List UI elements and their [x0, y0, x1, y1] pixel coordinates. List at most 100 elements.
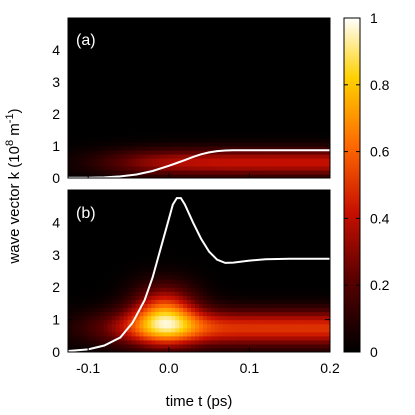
- heatmap-cell: [139, 230, 145, 236]
- heatmap-cell: [199, 38, 204, 43]
- heatmap-cell: [246, 214, 252, 219]
- heatmap-cell: [290, 134, 295, 139]
- heatmap-cell: [143, 118, 148, 123]
- heatmap-cell: [107, 230, 113, 236]
- heatmap-cell: [183, 234, 188, 240]
- heatmap-cell: [278, 70, 283, 75]
- heatmap-cell: [230, 154, 236, 159]
- heatmap-cell: [195, 106, 200, 111]
- heatmap-cell: [103, 202, 109, 207]
- heatmap-cell: [139, 226, 145, 232]
- heatmap-cell: [286, 343, 291, 349]
- heatmap-cell: [274, 210, 279, 215]
- heatmap-cell: [282, 82, 287, 87]
- heatmap-cell: [246, 46, 252, 51]
- heatmap-cell: [266, 347, 272, 352]
- heatmap-cell: [294, 18, 299, 23]
- heatmap-cell: [127, 102, 133, 107]
- heatmap-cell: [298, 343, 303, 349]
- heatmap-cell: [179, 98, 184, 103]
- heatmap-cell: [254, 90, 260, 95]
- heatmap-cell: [159, 106, 164, 111]
- heatmap-cell: [119, 190, 125, 195]
- heatmap-cell: [115, 150, 121, 155]
- heatmap-cell: [242, 122, 248, 127]
- heatmap-cell: [183, 295, 188, 300]
- heatmap-cell: [68, 206, 73, 211]
- heatmap-cell: [254, 54, 260, 59]
- heatmap-cell: [278, 114, 283, 119]
- heatmap-cell: [107, 110, 113, 115]
- heatmap-cell: [111, 146, 117, 151]
- heatmap-cell: [226, 266, 232, 272]
- heatmap-cell: [195, 134, 200, 139]
- heatmap-cell: [286, 22, 291, 27]
- heatmap-cell: [226, 214, 232, 219]
- heatmap-cell: [246, 98, 252, 103]
- heatmap-cell: [250, 266, 256, 272]
- heatmap-cell: [278, 250, 283, 256]
- heatmap-cell: [262, 150, 268, 155]
- heatmap-cell: [306, 50, 311, 55]
- heatmap-cell: [167, 194, 172, 199]
- heatmap-cell: [151, 30, 156, 35]
- heatmap-cell: [195, 102, 200, 107]
- heatmap-cell: [187, 142, 192, 147]
- heatmap-cell: [147, 102, 152, 107]
- heatmap-cell: [302, 122, 307, 127]
- heatmap-cell: [195, 46, 200, 51]
- heatmap-cell: [262, 218, 268, 223]
- heatmap-cell: [139, 170, 145, 175]
- heatmap-cell: [230, 319, 236, 325]
- heatmap-cell: [246, 58, 252, 63]
- heatmap-cell: [127, 331, 133, 337]
- heatmap-cell: [282, 18, 287, 23]
- heatmap-cell: [175, 62, 180, 67]
- heatmap-cell: [246, 62, 252, 67]
- heatmap-cell: [95, 98, 101, 103]
- heatmap-cell: [191, 174, 196, 178]
- heatmap-cell: [191, 50, 196, 55]
- heatmap-cell: [107, 78, 113, 83]
- heatmap-cell: [270, 327, 276, 333]
- heatmap-cell: [147, 287, 152, 292]
- heatmap-cell: [210, 246, 216, 252]
- heatmap-cell: [298, 110, 303, 115]
- heatmap-cell: [171, 226, 176, 232]
- heatmap-cell: [246, 134, 252, 139]
- heatmap-cell: [91, 66, 97, 71]
- heatmap-cell: [195, 90, 200, 95]
- heatmap-cell: [87, 34, 93, 39]
- heatmap-cell: [87, 134, 93, 139]
- heatmap-cell: [310, 130, 315, 135]
- heatmap-cell: [286, 234, 291, 240]
- heatmap-cell: [175, 90, 180, 95]
- heatmap-cell: [210, 38, 216, 43]
- heatmap-cell: [222, 319, 228, 325]
- heatmap-cell: [147, 18, 152, 23]
- heatmap-cell: [83, 46, 89, 51]
- heatmap-cell: [214, 291, 220, 296]
- heatmap-cell: [143, 234, 148, 240]
- heatmap-cell: [262, 74, 268, 79]
- heatmap-cell: [250, 291, 256, 296]
- heatmap-cell: [83, 174, 89, 178]
- heatmap-cell: [310, 58, 315, 63]
- heatmap-cell: [302, 102, 307, 107]
- heatmap-cell: [238, 174, 244, 178]
- heatmap-cell: [230, 66, 236, 71]
- heatmap-cell: [218, 347, 224, 352]
- heatmap-cell: [95, 18, 101, 23]
- heatmap-cell: [167, 134, 172, 139]
- heatmap-cell: [262, 138, 268, 143]
- heatmap-cell: [127, 58, 133, 63]
- heatmap-cell: [206, 238, 212, 244]
- heatmap-cell: [195, 98, 200, 103]
- heatmap-cell: [99, 238, 105, 244]
- heatmap-cell: [322, 46, 327, 51]
- heatmap-cell: [191, 122, 196, 127]
- heatmap-cell: [226, 194, 232, 199]
- heatmap-cell: [95, 262, 101, 268]
- heatmap-cell: [187, 262, 192, 268]
- heatmap-cell: [254, 106, 260, 111]
